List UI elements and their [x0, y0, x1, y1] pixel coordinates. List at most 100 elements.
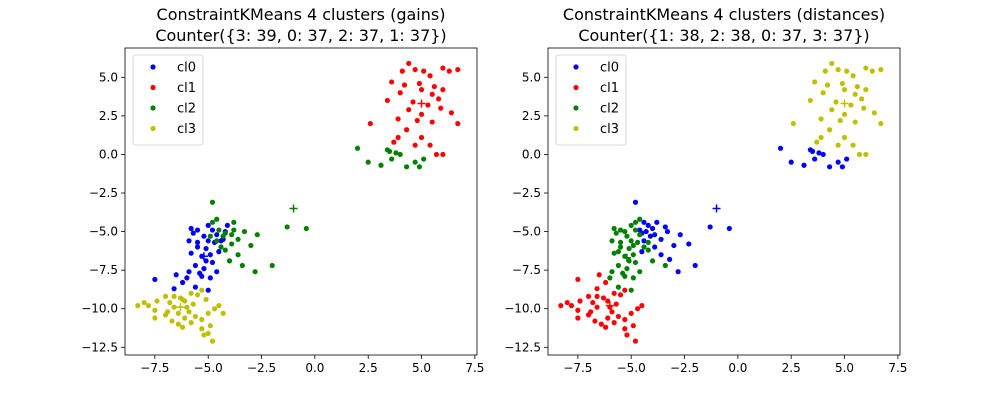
- data-point: [686, 241, 692, 247]
- data-point: [203, 245, 209, 252]
- data-point: [367, 120, 373, 127]
- data-point: [205, 222, 211, 229]
- data-point: [440, 151, 446, 158]
- data-point: [837, 117, 843, 124]
- data-point: [658, 236, 664, 242]
- data-point: [617, 244, 624, 250]
- data-point: [844, 68, 850, 74]
- data-point: [827, 164, 833, 170]
- data-point: [568, 303, 575, 309]
- legend-label: cl1: [177, 81, 196, 96]
- data-point: [182, 315, 188, 321]
- data-point: [154, 298, 160, 304]
- centroid-marker: [289, 204, 298, 213]
- data-point: [643, 228, 649, 235]
- data-point: [406, 60, 412, 67]
- data-point: [671, 242, 677, 249]
- data-point: [818, 134, 824, 141]
- data-point: [635, 239, 641, 245]
- data-point: [222, 247, 228, 253]
- data-point: [203, 258, 209, 264]
- data-point: [184, 304, 190, 310]
- data-point: [188, 225, 194, 232]
- data-point: [397, 90, 403, 96]
- data-point: [186, 238, 192, 244]
- x-tick-label: −2.5: [670, 361, 699, 375]
- data-point: [812, 79, 818, 85]
- data-point: [414, 117, 420, 124]
- data-point: [416, 164, 422, 170]
- data-point: [628, 310, 634, 316]
- data-point: [615, 262, 621, 269]
- data-point: [652, 232, 658, 238]
- data-point: [393, 150, 399, 156]
- data-point: [639, 303, 645, 309]
- data-point: [827, 127, 833, 133]
- data-point: [641, 238, 647, 244]
- data-point: [152, 307, 158, 313]
- data-point: [585, 293, 592, 299]
- x-tick-label: 5.0: [412, 361, 431, 375]
- data-point: [455, 66, 461, 73]
- data-point: [190, 230, 196, 236]
- data-point: [632, 199, 639, 205]
- data-point: [594, 304, 600, 310]
- series-cl1: [367, 60, 461, 158]
- data-point: [594, 293, 600, 299]
- legend-marker: [573, 64, 579, 70]
- data-point: [863, 151, 869, 158]
- data-point: [186, 309, 192, 315]
- data-point: [192, 313, 198, 320]
- data-point: [207, 252, 213, 258]
- data-point: [421, 156, 427, 162]
- data-point: [590, 299, 596, 306]
- data-point: [622, 326, 628, 332]
- data-point: [229, 241, 235, 247]
- data-point: [135, 303, 141, 309]
- data-point: [626, 258, 632, 264]
- x-tick-label: 0.0: [728, 361, 747, 375]
- data-point: [624, 332, 630, 338]
- data-point: [365, 159, 371, 165]
- data-point: [622, 228, 628, 235]
- data-point: [662, 224, 668, 230]
- data-point: [844, 156, 850, 162]
- data-point: [231, 227, 237, 233]
- data-point: [841, 134, 848, 141]
- data-point: [613, 301, 619, 307]
- data-point: [171, 286, 177, 292]
- data-point: [412, 142, 418, 148]
- chart-gains: ConstraintKMeans 4 clusters (gains) Coun…: [81, 5, 484, 375]
- data-point: [429, 91, 435, 97]
- legend: cl0 cl1 cl2 cl3: [132, 54, 204, 146]
- data-point: [854, 83, 860, 90]
- data-point: [207, 233, 213, 239]
- data-point: [209, 219, 216, 225]
- data-point: [615, 284, 621, 290]
- data-point: [564, 299, 570, 306]
- data-point: [239, 262, 245, 269]
- legend-marker: [573, 84, 579, 91]
- series-cl0: [152, 222, 230, 293]
- x-tick-label: 0.0: [305, 361, 324, 375]
- data-point: [455, 120, 461, 127]
- data-point: [171, 304, 177, 310]
- legend: cl0 cl1 cl2 cl3: [555, 54, 627, 146]
- data-point: [869, 68, 875, 74]
- data-point: [201, 266, 207, 272]
- data-point: [626, 245, 632, 252]
- data-point: [425, 102, 431, 108]
- data-point: [632, 259, 639, 266]
- legend-label: cl3: [600, 122, 619, 137]
- data-point: [429, 119, 435, 125]
- data-point: [807, 97, 813, 104]
- x-tick-label: 2.5: [782, 361, 801, 375]
- y-tick-label: 2.5: [522, 109, 541, 123]
- data-point: [180, 324, 186, 330]
- data-point: [399, 68, 405, 74]
- data-point: [427, 73, 433, 79]
- axes-frame: [547, 47, 901, 356]
- data-point: [649, 258, 656, 264]
- data-point: [184, 275, 190, 281]
